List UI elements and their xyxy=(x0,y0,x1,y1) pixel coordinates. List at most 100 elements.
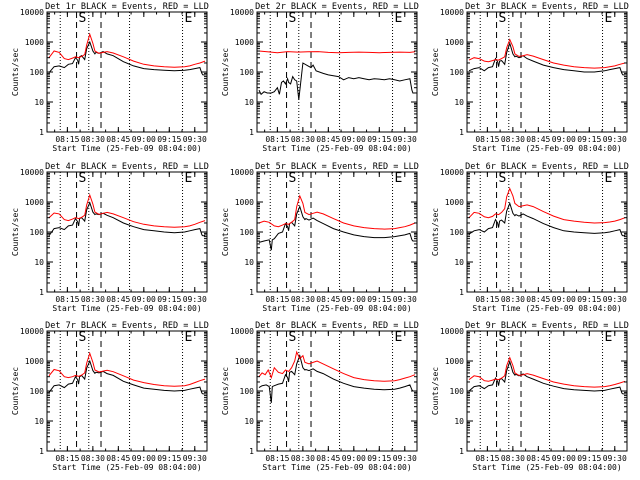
x-tick-label: 09:15 xyxy=(367,135,391,144)
y-tick-label: 1000 xyxy=(235,357,254,366)
y-tick-label: 10000 xyxy=(230,327,254,336)
y-tick-label: 100 xyxy=(30,387,45,396)
y-tick-label: 1000 xyxy=(445,198,464,207)
start-marker-label: S xyxy=(79,330,87,345)
lld-series-line xyxy=(48,193,206,228)
x-tick-label: 08:30 xyxy=(291,295,315,304)
y-tick-label: 10 xyxy=(454,258,464,267)
y-tick-label: 10 xyxy=(454,98,464,107)
y-tick-label: 1 xyxy=(249,447,254,456)
y-tick-label: 1000 xyxy=(235,38,254,47)
x-tick-label: 09:00 xyxy=(132,295,156,304)
y-axis-label: Counts/sec xyxy=(221,48,230,96)
lld-series-line xyxy=(468,38,626,69)
x-tick-label: 08:15 xyxy=(55,454,79,463)
panel-title: Det 5r BLACK = Events, RED = LLD xyxy=(255,162,419,172)
lld-series-line xyxy=(258,350,416,382)
x-axis-label: Start Time (25-Feb-09 08:04:00) xyxy=(262,144,411,153)
x-tick-label: 09:30 xyxy=(183,295,207,304)
x-axis-label: Start Time (25-Feb-09 08:04:00) xyxy=(52,463,201,472)
y-tick-label: 1000 xyxy=(25,38,44,47)
panel-title: Det 6r BLACK = Events, RED = LLD xyxy=(465,162,629,172)
x-tick-label: 09:30 xyxy=(393,454,417,463)
x-tick-label: 09:15 xyxy=(367,454,391,463)
x-tick-label: 08:45 xyxy=(526,135,550,144)
panel-title: Det 3r BLACK = Events, RED = LLD xyxy=(465,2,629,12)
x-axis-label: Start Time (25-Feb-09 08:04:00) xyxy=(262,304,411,313)
y-tick-label: 10 xyxy=(244,417,254,426)
events-series-line xyxy=(48,359,205,395)
x-tick-label: 08:15 xyxy=(475,295,499,304)
y-tick-label: 1000 xyxy=(25,198,44,207)
y-tick-label: 10000 xyxy=(440,8,464,17)
y-tick-label: 1 xyxy=(459,288,464,297)
end-marker-label: E xyxy=(395,330,403,345)
lld-series-line xyxy=(468,187,626,224)
y-tick-label: 10000 xyxy=(230,8,254,17)
x-tick-label: 09:30 xyxy=(393,135,417,144)
x-tick-label: 09:15 xyxy=(577,295,601,304)
x-tick-label: 08:15 xyxy=(265,295,289,304)
y-tick-label: 10000 xyxy=(440,168,464,177)
x-tick-label: 08:15 xyxy=(475,454,499,463)
x-tick-label: 08:45 xyxy=(106,135,130,144)
start-marker-label: S xyxy=(499,11,507,26)
y-axis-label: Counts/sec xyxy=(431,367,440,415)
x-tick-label: 09:30 xyxy=(603,454,627,463)
x-tick-label: 09:00 xyxy=(342,295,366,304)
y-tick-label: 10 xyxy=(244,98,254,107)
y-tick-label: 10 xyxy=(454,417,464,426)
end-marker-label: E xyxy=(395,11,403,26)
lld-series-line xyxy=(48,32,206,68)
start-marker-label: S xyxy=(79,171,87,186)
events-series-line xyxy=(468,360,625,395)
y-tick-label: 100 xyxy=(30,68,45,77)
x-tick-label: 08:15 xyxy=(475,135,499,144)
lld-series-line xyxy=(258,194,416,230)
y-axis-label: Counts/sec xyxy=(221,208,230,256)
x-tick-label: 08:30 xyxy=(291,454,315,463)
x-axis-label: Start Time (25-Feb-09 08:04:00) xyxy=(472,463,621,472)
y-tick-label: 1 xyxy=(249,128,254,137)
y-tick-label: 1000 xyxy=(235,198,254,207)
x-tick-label: 09:15 xyxy=(157,454,181,463)
end-marker-label: E xyxy=(185,11,193,26)
lld-series-line xyxy=(48,351,206,387)
y-axis-label: Counts/sec xyxy=(11,208,20,256)
y-tick-label: 1000 xyxy=(445,38,464,47)
x-tick-label: 08:15 xyxy=(265,135,289,144)
x-tick-label: 09:30 xyxy=(603,135,627,144)
start-marker-label: S xyxy=(79,11,87,26)
start-marker-label: S xyxy=(499,330,507,345)
y-tick-label: 1 xyxy=(39,447,44,456)
x-axis-label: Start Time (25-Feb-09 08:04:00) xyxy=(472,144,621,153)
x-tick-label: 08:45 xyxy=(526,454,550,463)
end-marker-label: E xyxy=(185,330,193,345)
x-tick-label: 09:15 xyxy=(367,295,391,304)
end-marker-label: E xyxy=(605,171,613,186)
y-tick-label: 1 xyxy=(249,288,254,297)
start-marker-label: S xyxy=(289,11,297,26)
x-tick-label: 09:15 xyxy=(157,295,181,304)
x-tick-label: 09:30 xyxy=(603,295,627,304)
x-axis-label: Start Time (25-Feb-09 08:04:00) xyxy=(52,304,201,313)
y-tick-label: 10000 xyxy=(230,168,254,177)
x-tick-label: 09:30 xyxy=(183,454,207,463)
panel-title: Det 4r BLACK = Events, RED = LLD xyxy=(45,162,209,172)
x-tick-label: 09:00 xyxy=(552,454,576,463)
start-marker-label: S xyxy=(289,171,297,186)
x-tick-label: 09:00 xyxy=(552,295,576,304)
y-tick-label: 100 xyxy=(240,68,255,77)
x-tick-label: 08:30 xyxy=(501,295,525,304)
y-tick-label: 10 xyxy=(244,258,254,267)
end-marker-label: E xyxy=(605,11,613,26)
x-tick-label: 09:15 xyxy=(577,135,601,144)
y-axis-label: Counts/sec xyxy=(11,48,20,96)
